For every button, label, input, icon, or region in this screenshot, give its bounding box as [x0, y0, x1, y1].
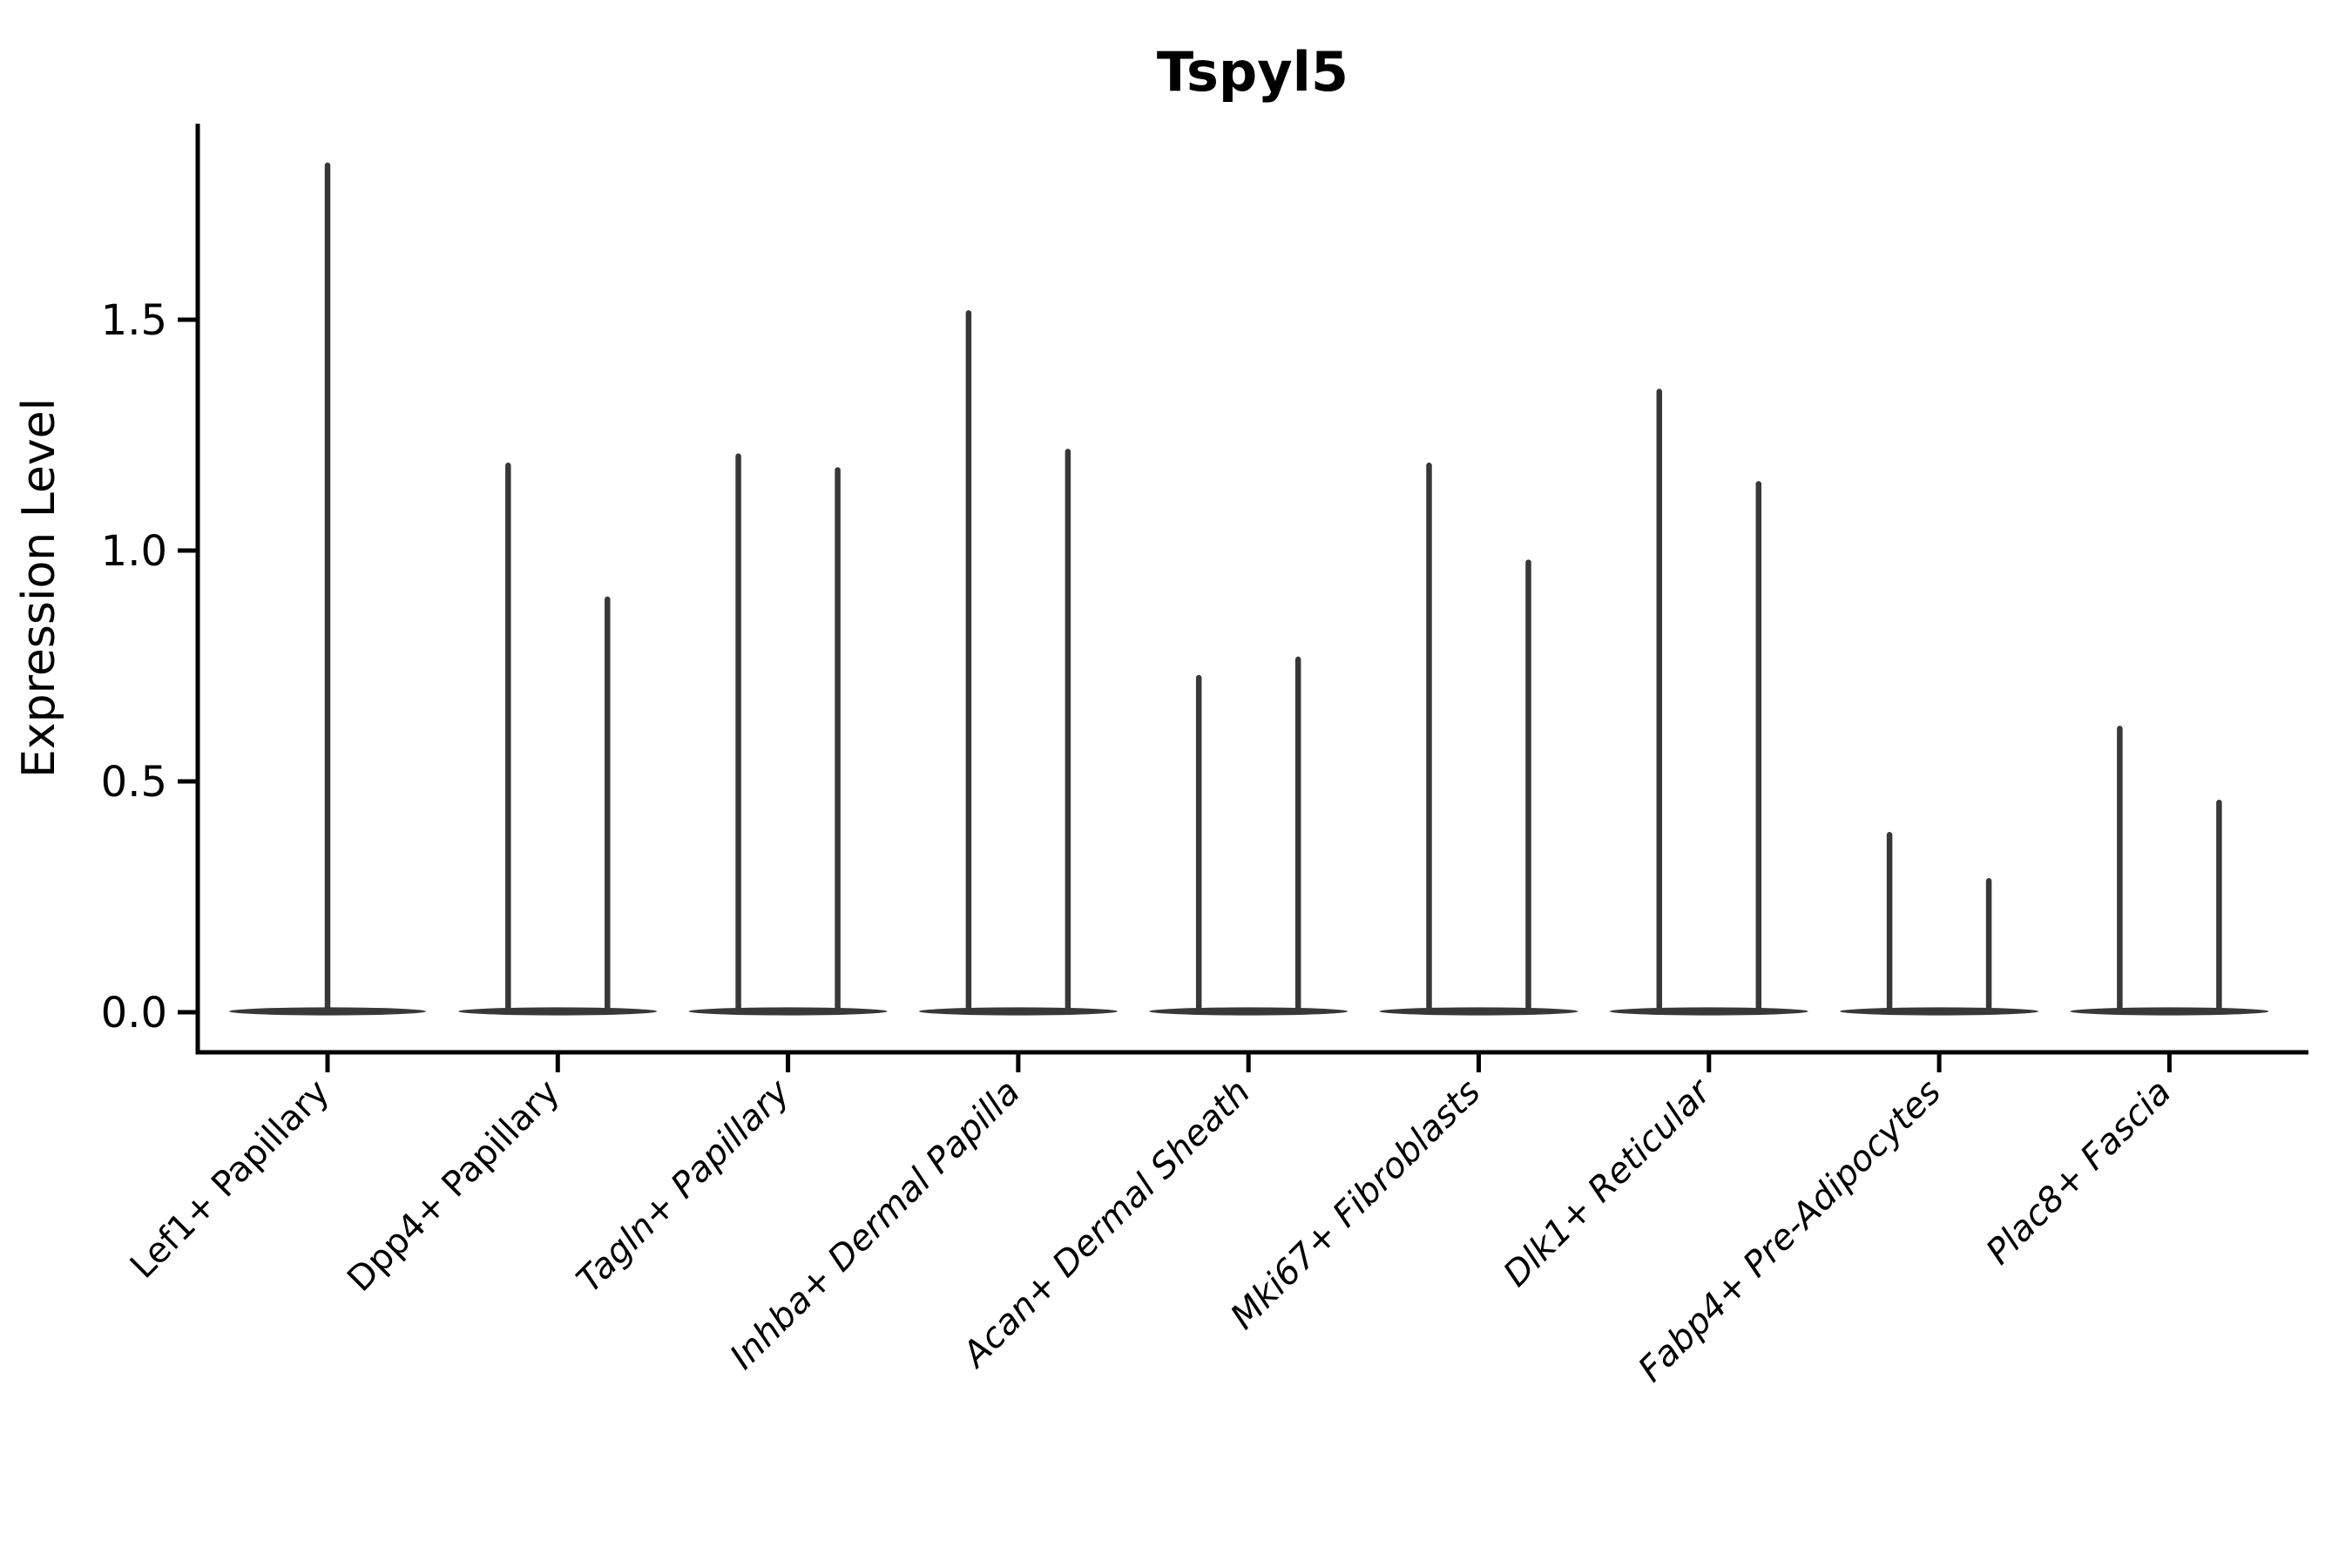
plot-area: 0.0 0.5 1.0 1.5 Lef1+ Papillary Dpp4+ Papilla…: [101, 124, 2308, 1389]
violin-base: [1149, 1007, 1348, 1016]
x-tick-label: Lef1+ Papillary: [123, 1072, 337, 1287]
chart-title: Tspyl5: [1157, 40, 1348, 104]
violin-base: [1609, 1007, 1808, 1016]
y-tick-label: 0.0: [101, 989, 167, 1037]
violin-base: [458, 1007, 658, 1016]
x-tick-label: Plac8+ Fascia: [1978, 1072, 2179, 1273]
y-tick-label: 1.0: [101, 527, 167, 576]
y-tick-label: 1.5: [101, 296, 167, 345]
violin-base: [1840, 1007, 2039, 1016]
violin-base: [2070, 1007, 2269, 1016]
x-tick-label: Mki67+ Fibroblasts: [1223, 1072, 1489, 1338]
y-axis-label: Expression Level: [13, 398, 65, 778]
y-tick-label: 0.5: [101, 758, 167, 807]
violin-base: [688, 1007, 888, 1016]
x-tick-label: Dpp4+ Papillary: [340, 1072, 567, 1300]
violin-base: [918, 1007, 1118, 1016]
x-tick-label: Dlk1+ Reticular: [1496, 1071, 1720, 1294]
violin-base: [1379, 1007, 1578, 1016]
x-tick-label: Tagln+ Papillary: [569, 1071, 798, 1301]
